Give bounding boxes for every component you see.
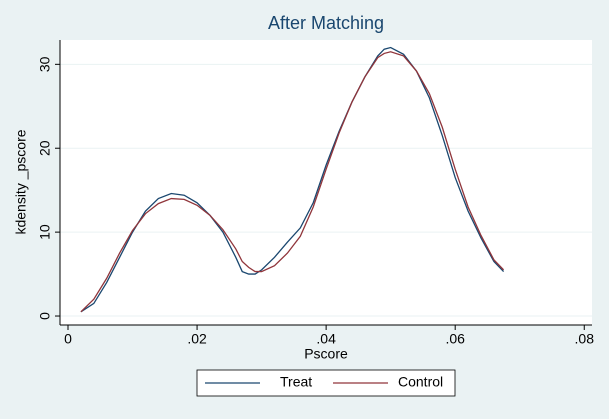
- x-tick-label: .08: [575, 331, 595, 347]
- plot-area: [60, 40, 592, 325]
- x-tick-label: .06: [445, 331, 465, 347]
- chart-title: After Matching: [268, 13, 384, 33]
- line: [80, 46, 505, 313]
- x-tick-label: 0: [64, 331, 72, 347]
- x-tick-label: .02: [187, 331, 207, 347]
- legend-label: Treat: [280, 374, 312, 390]
- y-tick-label: 20: [37, 140, 53, 156]
- x-axis-label: Pscore: [304, 346, 348, 362]
- y-tick-label: 10: [37, 224, 53, 240]
- legend-label: Control: [398, 374, 443, 390]
- x-tick-label: .04: [316, 331, 336, 347]
- y-axis-label: kdensity _pscore: [13, 129, 29, 234]
- line: [80, 51, 505, 313]
- y-tick-label: 30: [37, 56, 53, 72]
- y-tick-label: 0: [37, 312, 53, 320]
